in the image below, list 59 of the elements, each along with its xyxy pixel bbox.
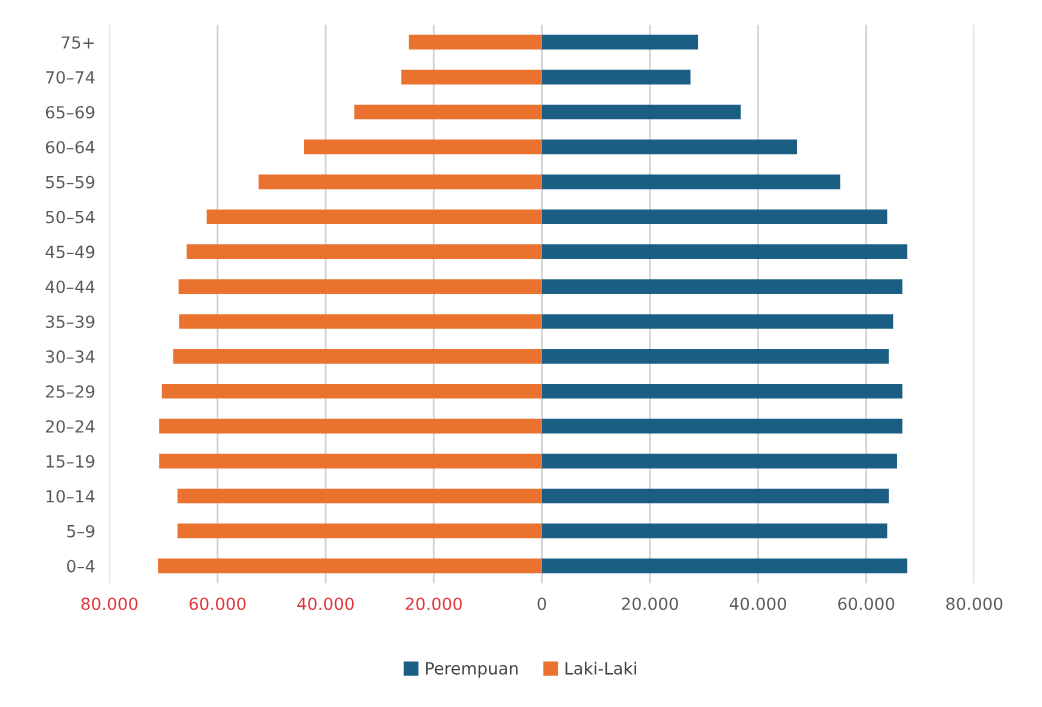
bar [541,279,903,294]
x-tick-label: 60.000 [189,597,246,611]
x-tick-label: 40.000 [297,597,354,611]
bar [161,383,542,399]
bar [541,174,841,190]
bar [541,209,888,225]
y-tick-label: 50–54 [46,210,95,224]
bar [186,244,542,259]
y-tick-label: 40–44 [45,280,95,294]
x-tick-label: 60.000 [838,597,895,611]
bar [541,69,691,85]
bar [541,104,741,120]
legend-label: Perempuan [426,662,518,678]
y-tick-label: 5–9 [67,524,95,538]
bar [158,558,542,574]
bar [541,383,903,399]
legend-label: Laki-Laki [565,661,637,675]
y-tick-label: 25–29 [45,385,95,398]
y-tick-label: 60–64 [45,140,95,154]
bar [541,453,897,469]
y-tick-label: 30–34 [46,350,95,363]
x-tick-label: 20.000 [405,597,462,611]
y-tick-label: 15–19 [46,455,95,468]
bar [401,69,542,85]
y-tick-label: 55–59 [46,175,95,189]
bar [159,418,542,434]
x-tick-label: 40.000 [729,597,787,611]
x-tick-label: 0 [537,597,547,611]
x-tick-label: 80.000 [81,597,138,611]
bar [173,349,542,364]
bar [177,488,542,504]
bar [541,34,699,50]
y-tick-label: 20–24 [45,420,95,433]
y-tick-label: 75+ [61,36,94,49]
bar [206,209,542,225]
y-tick-label: 0–4 [67,559,95,573]
bar [177,523,542,539]
bar [179,314,542,329]
x-tick-label: 20.000 [622,597,678,611]
y-tick-label: 65–69 [45,105,95,119]
bar [541,558,908,574]
bar [541,349,889,364]
bar [354,104,542,120]
bar [541,314,894,329]
y-tick-label: 10–14 [46,489,95,503]
bar [541,418,903,434]
x-tick-label: 80.000 [946,597,1003,611]
bar [541,523,888,539]
bar [258,174,542,190]
bar [408,34,542,50]
bar [304,139,542,155]
y-tick-label: 45–49 [45,245,95,259]
bar [159,453,542,469]
bar [541,139,797,155]
y-tick-label: 70–74 [46,71,95,84]
y-tick-label: 35–39 [46,315,95,329]
bar [541,244,908,259]
bar [541,488,889,504]
bar [178,279,542,294]
